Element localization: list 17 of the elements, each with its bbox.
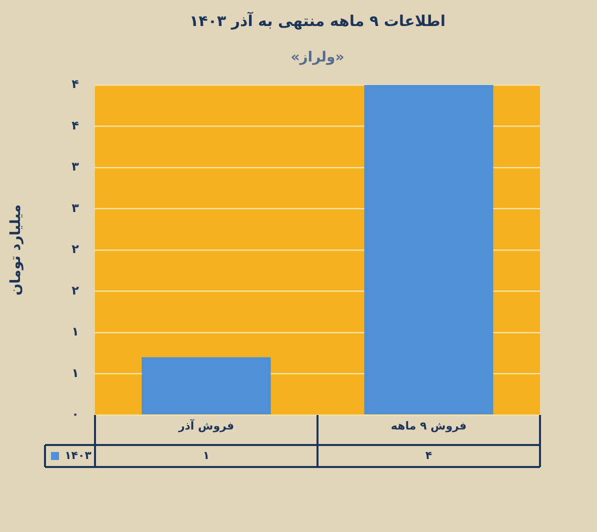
y-tick-label: ۱ (72, 366, 79, 380)
y-tick-label: ۱ (72, 324, 79, 339)
y-tick-label: ۲ (72, 283, 80, 298)
chart-title: اطلاعات ۹ ماهه منتهی به آذر ۱۴۰۳ (190, 10, 446, 30)
legend-label: ۱۴۰۳ (64, 448, 92, 462)
x-tick-label: فروش ۹ ماهه (390, 419, 467, 432)
y-tick-label: ۳ (72, 200, 80, 215)
data-label: ۴ (425, 448, 432, 462)
y-tick-label: ۴ (72, 118, 79, 132)
y-axis-title: میلیارد تومان (8, 204, 24, 296)
data-label: ۱ (202, 448, 210, 462)
chart-subtitle: «ولراز» (290, 50, 344, 66)
y-tick-label: ۴ (72, 77, 79, 92)
y-tick-label: ۰ (72, 407, 79, 422)
x-tick-label: فروش آذر (177, 418, 234, 432)
y-tick-label: ۲ (72, 242, 80, 256)
y-tick-label: ۳ (72, 160, 80, 174)
